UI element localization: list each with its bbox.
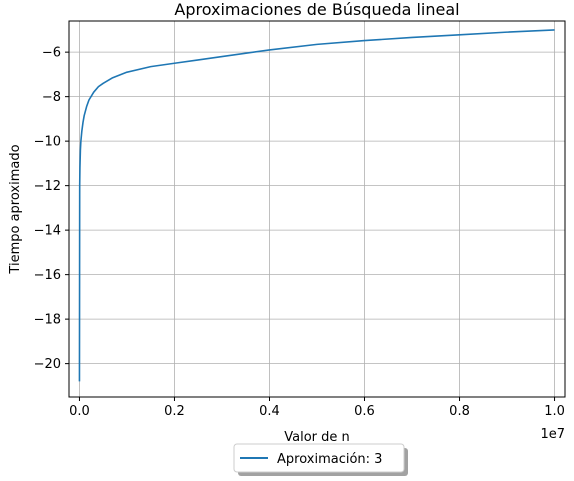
grid (69, 21, 565, 397)
y-tick-label: −18 (34, 313, 61, 328)
plot-frame (68, 20, 566, 398)
x-tick-label: 0.6 (354, 404, 375, 419)
ticks: 0.0 0.2 0.4 0.6 0.8 1.0 −6 −8 −10 −12 −14 −16 −18 −20 (34, 46, 565, 419)
series-layer (78, 29, 555, 382)
y-tick-label: −12 (34, 179, 61, 194)
x-tick-label: 0.2 (164, 404, 185, 419)
x-tick-label: 0.8 (449, 404, 470, 419)
y-axis-label: Tiempo aproximado (8, 144, 23, 274)
series-line (78, 29, 555, 382)
chart-title: Aproximaciones de Búsqueda lineal (174, 0, 459, 19)
y-tick-label: −6 (42, 46, 61, 61)
x-axis-label: Valor de n (284, 430, 350, 445)
x-tick-label: 1.0 (544, 404, 565, 419)
y-tick-label: −20 (34, 357, 61, 372)
x-tick-label: 0.4 (259, 404, 280, 419)
y-tick-label: −8 (42, 90, 61, 105)
legend-entry-label: Aproximación: 3 (277, 452, 382, 467)
legend: Aproximación: 3 (233, 443, 408, 476)
legend-box (233, 443, 405, 473)
y-tick-label: −14 (34, 224, 61, 239)
x-tick-label: 0.0 (69, 404, 90, 419)
x-axis-offset-label: 1e7 (540, 427, 565, 442)
y-tick-label: −10 (34, 135, 61, 150)
y-tick-label: −16 (34, 268, 61, 283)
